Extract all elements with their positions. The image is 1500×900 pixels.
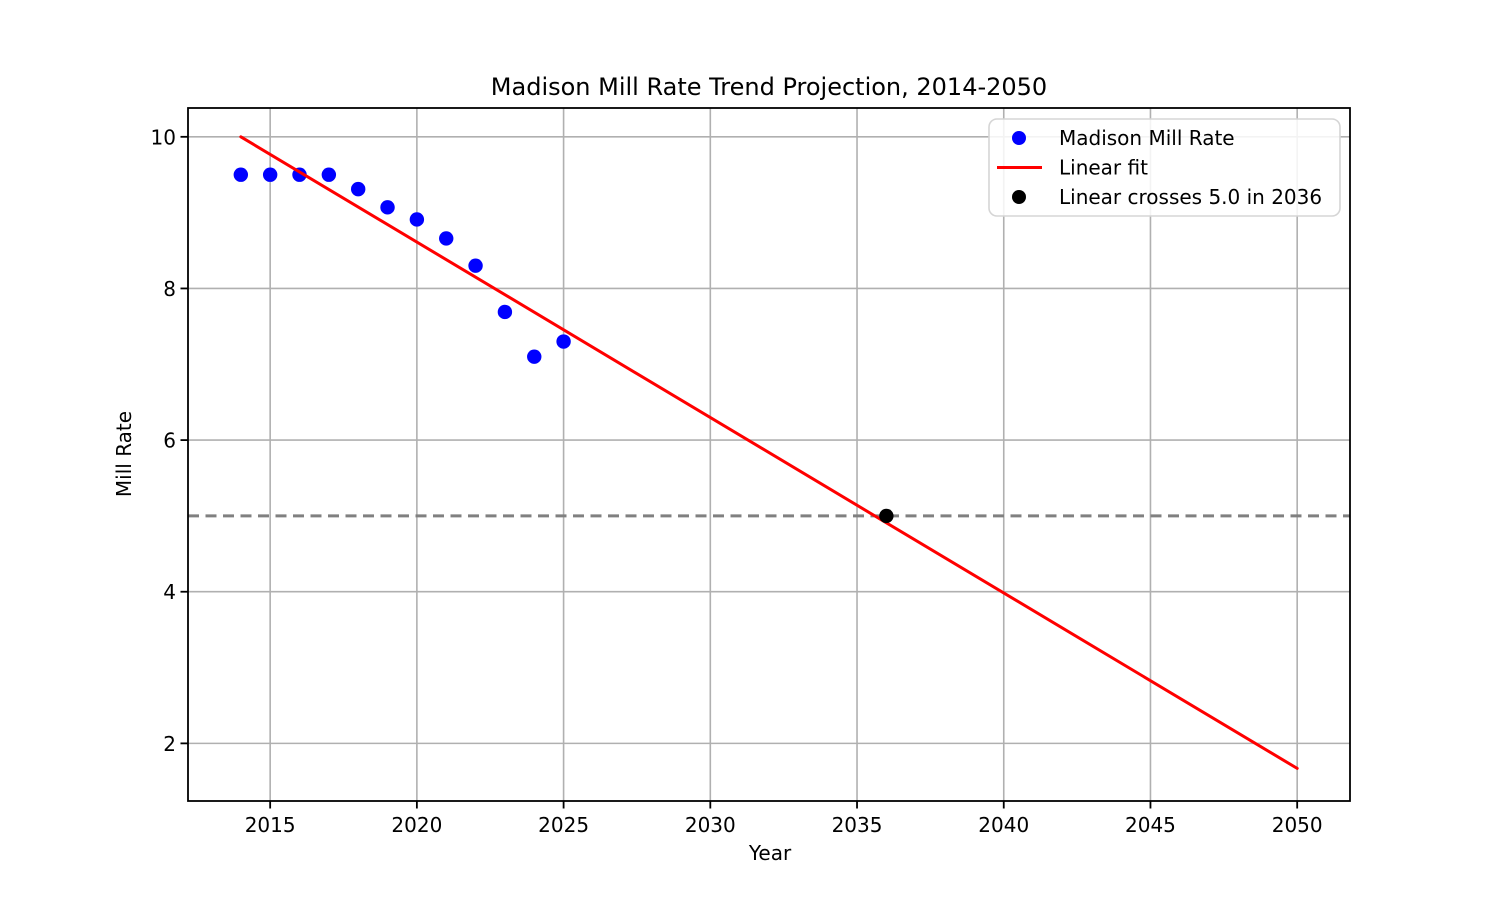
y-tick-label: 10 [151,125,176,149]
scatter-point [556,334,571,349]
y-axis-label: Mill Rate [112,411,136,497]
linear-fit-line [239,135,1299,770]
scatter-point [321,167,337,182]
x-tick-label: 2030 [685,813,736,837]
legend-marker-dot [1012,131,1026,145]
legend: Madison Mill Rate Linear fit Linear crosse… [988,118,1341,217]
scatter-point [409,212,425,227]
scatter-point [380,200,395,215]
y-tick-label: 8 [163,277,176,301]
tick-layer: 2015 2020 2025 2030 2035 2040 2045 2050 2 4 6 8 10 [151,125,1323,837]
legend-box [988,118,1341,217]
x-axis-label: Year [748,841,792,865]
crossing-point [879,508,894,524]
scatter-point [233,167,249,182]
x-tick-label: 2040 [978,813,1029,837]
scatter-point [497,304,513,320]
x-tick-label: 2025 [538,813,589,837]
scatter-point [439,231,454,246]
y-tick-label: 6 [163,429,176,453]
x-tick-label: 2045 [1125,813,1176,837]
chart-title: Madison Mill Rate Trend Projection, 2014… [491,73,1047,101]
x-tick-label: 2015 [245,813,296,837]
legend-marker-dot [1012,190,1026,204]
scatter-point [262,167,278,182]
scatter-point [468,258,483,273]
x-tick-label: 2035 [832,813,883,837]
scatter-point [527,349,542,364]
y-tick-label: 2 [163,732,176,756]
x-tick-label: 2050 [1272,813,1323,837]
plot-spines [187,107,1351,802]
y-tick-label: 4 [163,580,176,604]
legend-label: Madison Mill Rate [1059,126,1235,150]
legend-label: Linear fit [1059,156,1148,180]
legend-label: Linear crosses 5.0 in 2036 [1059,185,1322,209]
scatter-point [350,181,366,197]
series-layer [233,135,1299,770]
x-tick-label: 2020 [391,813,442,837]
